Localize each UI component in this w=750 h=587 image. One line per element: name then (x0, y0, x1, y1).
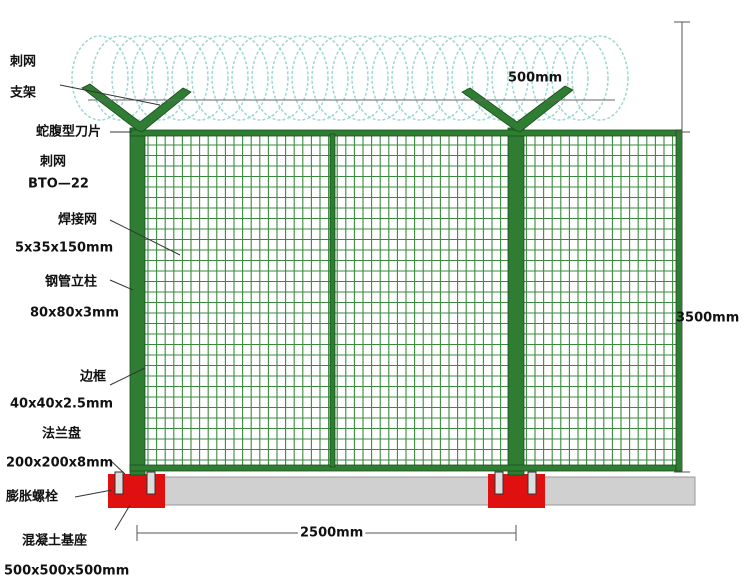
dimension-label: 3500mm (676, 311, 739, 326)
label: 支架 (9, 85, 36, 101)
coil (371, 35, 429, 121)
label: 蛇腹型刀片 (36, 124, 101, 140)
label: 5x35x150mm (15, 241, 113, 256)
coil (331, 35, 389, 121)
label: 法兰盘 (42, 426, 81, 442)
leaders (59, 84, 181, 531)
coil (211, 35, 269, 121)
coil (291, 35, 349, 121)
dimension-lines (136, 21, 690, 541)
dimension-label: 500mm (508, 71, 562, 86)
coil (551, 35, 609, 121)
coil (311, 35, 369, 121)
coil (271, 35, 329, 121)
coil (351, 35, 409, 121)
coil (471, 35, 529, 121)
label: 40x40x2.5mm (10, 397, 113, 412)
coil (151, 35, 209, 121)
coil (171, 35, 229, 121)
label: 钢管立柱 (45, 274, 97, 290)
label: BTO—22 (28, 177, 89, 192)
label: 边框 (79, 369, 106, 385)
label: 刺网 (40, 154, 66, 170)
label: 80x80x3mm (30, 306, 119, 321)
coil (531, 35, 589, 121)
coil (71, 35, 129, 121)
razor-wire (71, 35, 629, 121)
frame (81, 83, 683, 476)
coil (511, 35, 569, 121)
label: 膨胀螺栓 (5, 489, 58, 505)
dimension-label: 2500mm (300, 526, 363, 541)
label: 刺网 (10, 54, 36, 70)
coil (111, 35, 169, 121)
coil (91, 35, 149, 121)
coil (451, 35, 509, 121)
coil (571, 35, 629, 121)
coil (391, 35, 449, 121)
label: 混凝土基座 (22, 533, 87, 549)
label: 焊接网 (58, 212, 97, 228)
concrete-base (109, 476, 696, 506)
label: 200x200x8mm (6, 456, 113, 471)
coil (131, 35, 189, 121)
welded-mesh (145, 136, 678, 466)
coil (191, 35, 249, 121)
coil (251, 35, 309, 121)
mesh-lines (145, 136, 678, 466)
coil (231, 35, 289, 121)
coil (411, 35, 469, 121)
coil (431, 35, 489, 121)
label: 500x500x500mm (4, 564, 129, 579)
